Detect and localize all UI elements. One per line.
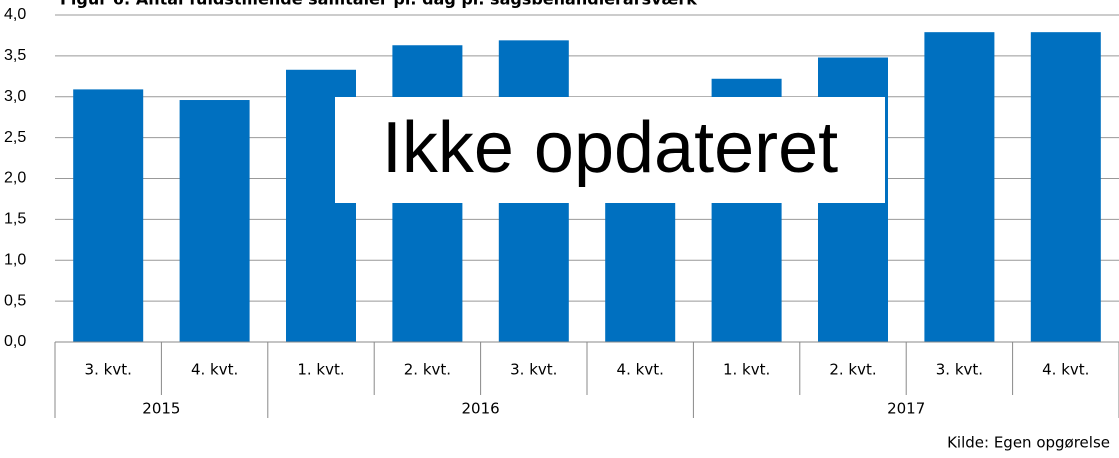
- x-tick-label: 3. kvt.: [936, 361, 983, 379]
- y-tick-label: 0,5: [4, 292, 26, 309]
- chart-title: Figur 6: Antal fuldstillende samtaler pr…: [60, 0, 697, 9]
- x-tick-label: 4. kvt.: [191, 361, 238, 379]
- bar: [179, 100, 250, 343]
- x-tick-label: 1. kvt.: [297, 361, 344, 379]
- source: Kilde: Egen opgørelse: [947, 434, 1110, 452]
- bar: [73, 89, 144, 342]
- y-tick-label: 2,0: [4, 170, 26, 187]
- x-tick-label: 2. kvt.: [404, 361, 451, 379]
- x-tick-label: 4. kvt.: [1042, 361, 1089, 379]
- y-tick-label: 4,0: [4, 6, 26, 23]
- y-tick-label: 1,5: [4, 211, 26, 228]
- x-tick-label: 3. kvt.: [510, 361, 557, 379]
- y-tick-label: 1,0: [4, 251, 26, 268]
- x-tick-label: 4. kvt.: [617, 361, 664, 379]
- y-tick-label: 2,5: [4, 129, 26, 146]
- y-tick-label: 3,5: [4, 47, 26, 64]
- annotation: Ikke opdateret: [382, 108, 838, 188]
- y-tick-label: 3,0: [4, 88, 26, 105]
- bar: [1030, 32, 1101, 342]
- group-label: 2015: [142, 400, 180, 418]
- y-tick-label: 0,0: [4, 333, 26, 350]
- x-tick-label: 1. kvt.: [723, 361, 770, 379]
- group-label: 2016: [462, 400, 500, 418]
- x-tick-label: 3. kvt.: [85, 361, 132, 379]
- x-tick-label: 2. kvt.: [829, 361, 876, 379]
- annotation-box: [335, 97, 885, 203]
- group-label: 2017: [887, 400, 925, 418]
- bar: [924, 32, 995, 342]
